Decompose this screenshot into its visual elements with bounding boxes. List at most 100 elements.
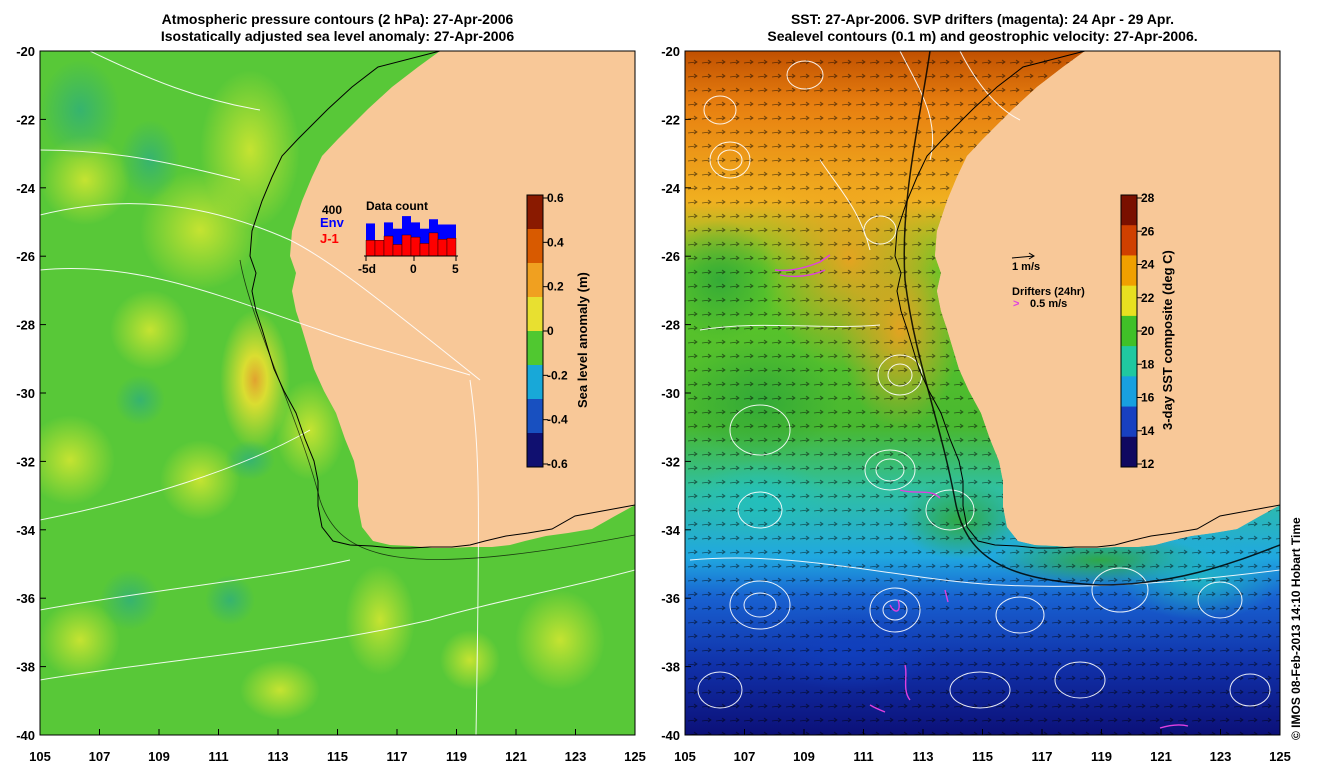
inset-env-bar (393, 228, 402, 256)
colorbar-tick-label: -0.6 (547, 457, 568, 471)
lat-tick-label: -32 (661, 454, 680, 469)
data-count-inset: Data count 400 Env J-1 -5d 0 5 (320, 199, 459, 276)
inset-xtick-5: 5 (452, 262, 459, 276)
colorbar-swatch (527, 399, 543, 434)
lat-tick-label: -30 (16, 386, 35, 401)
colorbar-swatch (1121, 346, 1137, 377)
colorbar-swatch (527, 195, 543, 230)
lon-tick-label: 111 (208, 749, 228, 764)
right-colorbar-label: 3-day SST composite (deg C) (1160, 250, 1175, 430)
colorbar-tick-label: -0.2 (547, 368, 568, 382)
lat-tick-label: -22 (661, 112, 680, 127)
lon-tick-label: 123 (1210, 749, 1232, 764)
lat-tick-label: -36 (661, 591, 680, 606)
axis-labels: -20 -20 -22 -22 -24 -24 -26 -26 -28 -28 -30 -30 -32 -… (16, 44, 1291, 764)
lat-tick-label: -28 (16, 318, 35, 333)
left-title-line2: Isostatically adjusted sea level anomaly… (160, 28, 515, 44)
lon-tick-label: 113 (268, 749, 289, 764)
left-colorbar-label: Sea level anomaly (m) (575, 272, 590, 408)
inset-ymax: 400 (322, 203, 342, 217)
lon-tick-label: 107 (734, 749, 756, 764)
lon-tick-label: 105 (29, 749, 51, 764)
lon-tick-label: 117 (387, 749, 408, 764)
drifter-tracks (774, 254, 1189, 729)
lat-tick-label: -36 (16, 591, 35, 606)
drifter-key: Drifters (24hr) > 0.5 m/s (1012, 286, 1085, 310)
lat-tick-label: -32 (16, 454, 35, 469)
inset-env-bar (420, 228, 429, 256)
lat-tick-label: -24 (661, 181, 681, 196)
inset-j1-bar (419, 243, 430, 257)
velocity-key-arrow-icon (1011, 252, 1035, 260)
colorbar-swatch (527, 263, 543, 298)
lat-tick-label: -38 (661, 660, 680, 675)
inset-xtick-0: 0 (410, 262, 417, 276)
right-title-line2: Sealevel contours (0.1 m) and geostrophi… (767, 28, 1198, 44)
lat-tick-label: -34 (661, 523, 681, 538)
velocity-key: 1 m/s (1011, 252, 1040, 273)
colorbar-tick-label: 0.4 (547, 235, 564, 249)
colorbar-tick-label: 28 (1141, 191, 1155, 205)
right-map (685, 51, 1280, 735)
lat-tick-label: -30 (661, 386, 680, 401)
inset-j1-bar (401, 234, 412, 257)
colorbar-tick-label: 22 (1141, 291, 1155, 305)
inset-j1-bar (446, 237, 457, 257)
inset-title: Data count (366, 199, 428, 213)
colorbar-tick-label: 0.6 (547, 191, 564, 205)
lon-tick-label: 109 (793, 749, 815, 764)
lon-tick-label: 119 (1091, 749, 1112, 764)
colorbar-tick-label: 14 (1141, 424, 1155, 438)
lat-tick-label: -26 (661, 249, 680, 264)
inset-j1-bar (437, 238, 448, 257)
colorbar-swatch (527, 229, 543, 264)
colorbar-tick-label: 0 (547, 324, 554, 338)
colorbar-tick-label: 18 (1141, 357, 1155, 371)
inset-env-bar (366, 223, 375, 256)
lon-tick-label: 125 (1269, 749, 1291, 764)
drifter-key-glyph-icon: > (1013, 298, 1019, 310)
lat-tick-label: -28 (661, 318, 680, 333)
inset-j1-bar (392, 244, 403, 257)
lon-tick-label: 125 (624, 749, 646, 764)
colorbar-tick-label: 0.2 (547, 280, 564, 294)
colorbar-swatch (1121, 436, 1137, 468)
lat-tick-label: -26 (16, 249, 35, 264)
lat-tick-label: -34 (16, 523, 36, 538)
lon-tick-label: 113 (913, 749, 934, 764)
lat-tick-label: -20 (661, 44, 680, 59)
colorbar-swatch (527, 331, 543, 366)
colorbar-swatch (527, 297, 543, 332)
lon-tick-label: 121 (505, 749, 527, 764)
drifter-key-title: Drifters (24hr) (1012, 286, 1085, 298)
colorbar-tick-label: 24 (1141, 258, 1155, 272)
colorbar-swatch (527, 433, 543, 468)
inset-j1-bar (374, 240, 385, 257)
colorbar-swatch (1121, 285, 1137, 317)
inset-legend-env: Env (320, 215, 345, 230)
lat-tick-label: -24 (16, 181, 36, 196)
lon-tick-label: 119 (446, 749, 467, 764)
lat-tick-label: -40 (661, 728, 680, 743)
colorbar-tick-label: -0.4 (547, 413, 568, 427)
colorbar-swatch (1121, 406, 1137, 438)
colorbar-swatch (1121, 225, 1137, 256)
colorbar-tick-label: 12 (1141, 457, 1155, 471)
lon-tick-label: 105 (674, 749, 696, 764)
lon-tick-label: 109 (148, 749, 170, 764)
lon-tick-label: 121 (1150, 749, 1172, 764)
colorbar-swatch (1121, 195, 1137, 226)
lat-tick-label: -20 (16, 44, 35, 59)
lon-tick-label: 117 (1032, 749, 1053, 764)
lon-tick-label: 107 (89, 749, 111, 764)
colorbar-swatch (527, 365, 543, 400)
lon-tick-label: 115 (972, 749, 993, 764)
inset-xtick-minus5: -5d (358, 262, 376, 276)
left-colorbar: 0.6 0.4 0.2 0 -0.2 -0.4 -0.6 Sea level anomaly… (526, 191, 590, 471)
right-title-line1: SST: 27-Apr-2006. SVP drifters (magenta)… (790, 11, 1175, 27)
lat-tick-label: -22 (16, 112, 35, 127)
colorbar-tick-label: 16 (1141, 391, 1155, 405)
lon-tick-label: 115 (327, 749, 348, 764)
lat-tick-label: -40 (16, 728, 35, 743)
